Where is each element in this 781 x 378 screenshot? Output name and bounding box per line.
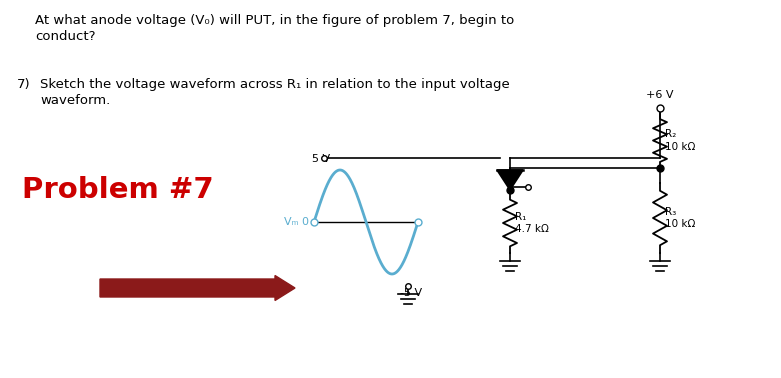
Text: At what anode voltage (V₀) will PUT, in the figure of problem 7, begin to: At what anode voltage (V₀) will PUT, in … [35,14,514,27]
Polygon shape [497,170,523,190]
Text: R₃
10 kΩ: R₃ 10 kΩ [665,207,695,229]
Text: 5 V: 5 V [312,154,330,164]
Text: +6 V: +6 V [646,90,674,100]
FancyArrow shape [100,276,295,301]
Text: R₁
4.7 kΩ: R₁ 4.7 kΩ [515,212,549,234]
Text: conduct?: conduct? [35,30,95,43]
Text: R₂
10 kΩ: R₂ 10 kΩ [665,129,695,152]
Text: waveform.: waveform. [40,94,110,107]
Text: Problem #7: Problem #7 [22,176,214,204]
Text: Vₘ 0: Vₘ 0 [284,217,309,227]
Text: 7): 7) [17,78,30,91]
Text: Sketch the voltage waveform across R₁ in relation to the input voltage: Sketch the voltage waveform across R₁ in… [40,78,510,91]
Text: -5 V: -5 V [400,288,422,298]
